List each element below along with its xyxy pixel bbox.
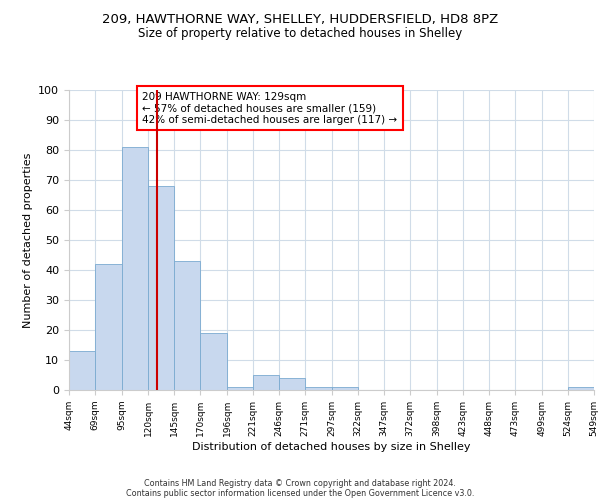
- Text: 209 HAWTHORNE WAY: 129sqm
← 57% of detached houses are smaller (159)
42% of semi: 209 HAWTHORNE WAY: 129sqm ← 57% of detac…: [143, 92, 398, 124]
- Bar: [332, 387, 358, 390]
- Text: Size of property relative to detached houses in Shelley: Size of property relative to detached ho…: [138, 28, 462, 40]
- Bar: [279, 378, 305, 390]
- X-axis label: Distribution of detached houses by size in Shelley: Distribution of detached houses by size …: [192, 442, 471, 452]
- Bar: [568, 387, 594, 390]
- Bar: [148, 186, 174, 390]
- Bar: [305, 387, 332, 390]
- Bar: [95, 264, 122, 390]
- Bar: [200, 333, 227, 390]
- Text: Contains public sector information licensed under the Open Government Licence v3: Contains public sector information licen…: [126, 488, 474, 498]
- Bar: [69, 351, 95, 390]
- Bar: [174, 261, 200, 390]
- Bar: [253, 375, 279, 390]
- Bar: [122, 147, 148, 390]
- Bar: [227, 387, 253, 390]
- Text: Contains HM Land Registry data © Crown copyright and database right 2024.: Contains HM Land Registry data © Crown c…: [144, 478, 456, 488]
- Text: 209, HAWTHORNE WAY, SHELLEY, HUDDERSFIELD, HD8 8PZ: 209, HAWTHORNE WAY, SHELLEY, HUDDERSFIEL…: [102, 12, 498, 26]
- Y-axis label: Number of detached properties: Number of detached properties: [23, 152, 33, 328]
